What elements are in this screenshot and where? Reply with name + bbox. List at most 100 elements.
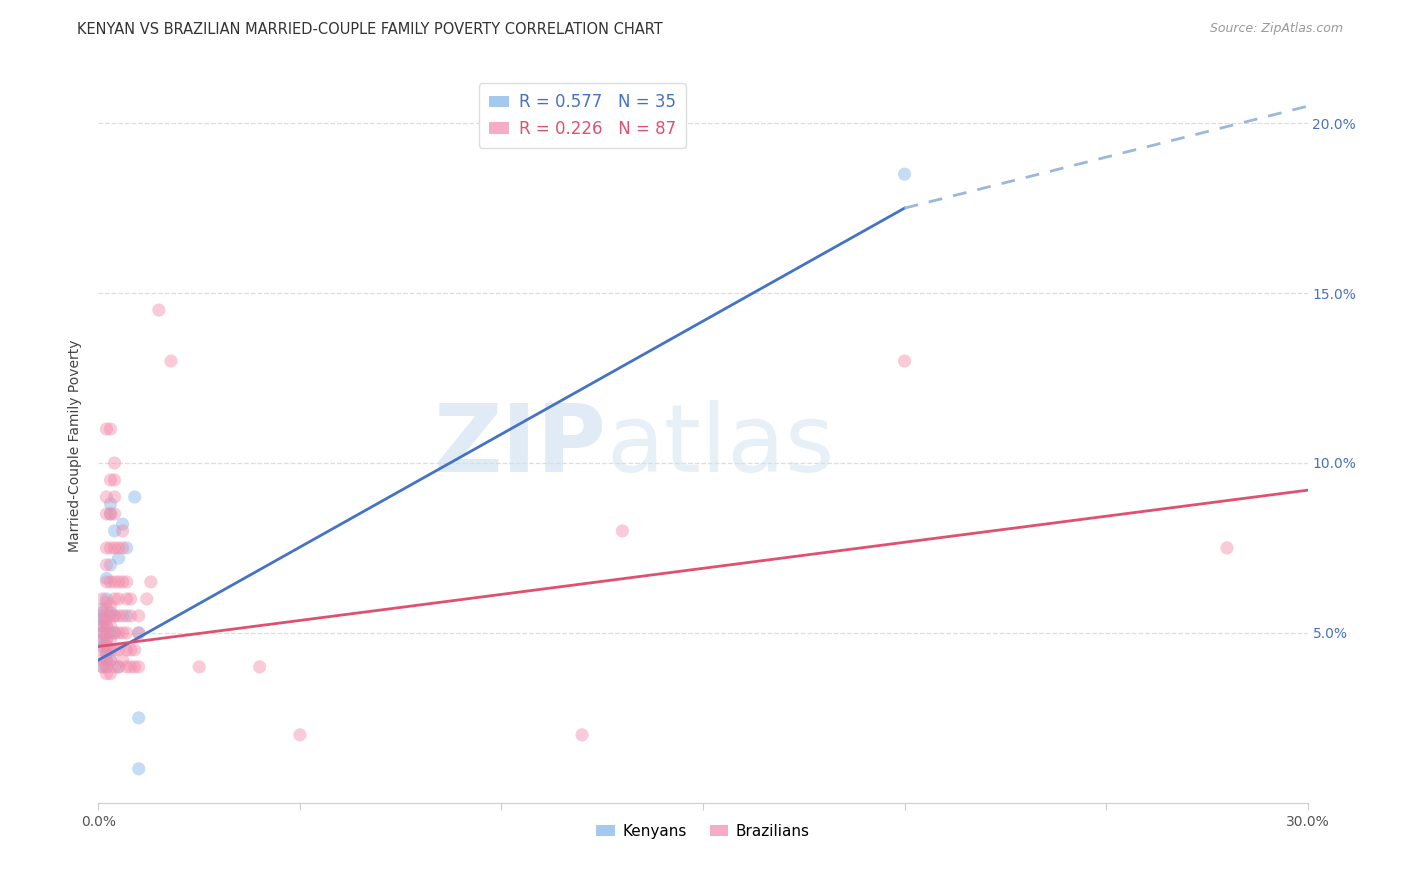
- Point: [96, 574, 118, 589]
- Point: [160, 354, 183, 368]
- Point: [96, 640, 118, 654]
- Point: [96, 646, 118, 660]
- Point: [100, 541, 122, 555]
- Point: [91, 632, 114, 647]
- Point: [103, 456, 125, 470]
- Point: [96, 646, 118, 660]
- Point: [96, 666, 118, 681]
- Point: [96, 558, 118, 572]
- Point: [100, 608, 122, 623]
- Point: [115, 574, 138, 589]
- Point: [96, 660, 118, 674]
- Point: [96, 595, 118, 609]
- Point: [103, 626, 125, 640]
- Point: [128, 711, 150, 725]
- Point: [96, 612, 118, 626]
- Point: [111, 608, 134, 623]
- Point: [96, 660, 118, 674]
- Point: [128, 660, 150, 674]
- Point: [103, 608, 125, 623]
- Point: [135, 591, 157, 606]
- Point: [96, 619, 118, 633]
- Point: [96, 632, 118, 647]
- Point: [100, 643, 122, 657]
- Point: [91, 626, 114, 640]
- Point: [128, 608, 150, 623]
- Point: [288, 728, 311, 742]
- Point: [124, 490, 146, 504]
- Point: [115, 643, 138, 657]
- Point: [120, 660, 142, 674]
- Point: [124, 660, 146, 674]
- Point: [91, 660, 114, 674]
- Point: [103, 608, 125, 623]
- Point: [91, 632, 114, 647]
- Point: [107, 643, 129, 657]
- Text: KENYAN VS BRAZILIAN MARRIED-COUPLE FAMILY POVERTY CORRELATION CHART: KENYAN VS BRAZILIAN MARRIED-COUPLE FAMIL…: [77, 22, 664, 37]
- Point: [91, 626, 114, 640]
- Point: [107, 551, 129, 566]
- Point: [103, 626, 125, 640]
- Point: [100, 558, 122, 572]
- Point: [96, 602, 118, 616]
- Point: [91, 640, 114, 654]
- Point: [96, 422, 118, 436]
- Point: [111, 653, 134, 667]
- Point: [111, 517, 134, 532]
- Legend: Kenyans, Brazilians: Kenyans, Brazilians: [591, 818, 815, 845]
- Point: [100, 619, 122, 633]
- Point: [91, 608, 114, 623]
- Point: [139, 574, 162, 589]
- Point: [100, 507, 122, 521]
- Point: [96, 490, 118, 504]
- Point: [115, 541, 138, 555]
- Point: [103, 507, 125, 521]
- Point: [111, 574, 134, 589]
- Point: [571, 728, 593, 742]
- Point: [188, 660, 211, 674]
- Point: [128, 626, 150, 640]
- Point: [96, 626, 118, 640]
- Point: [107, 541, 129, 555]
- Point: [100, 507, 122, 521]
- Point: [103, 643, 125, 657]
- Point: [91, 619, 114, 633]
- Point: [115, 608, 138, 623]
- Point: [96, 632, 118, 647]
- Point: [91, 612, 114, 626]
- Point: [96, 619, 118, 633]
- Point: [111, 524, 134, 538]
- Point: [100, 653, 122, 667]
- Point: [100, 626, 122, 640]
- Point: [107, 660, 129, 674]
- Point: [115, 591, 138, 606]
- Point: [612, 524, 634, 538]
- Point: [107, 574, 129, 589]
- Point: [100, 666, 122, 681]
- Point: [103, 473, 125, 487]
- Point: [91, 643, 114, 657]
- Point: [148, 303, 170, 318]
- Point: [115, 660, 138, 674]
- Point: [91, 612, 114, 626]
- Point: [893, 167, 915, 181]
- Point: [96, 572, 118, 586]
- Point: [107, 660, 129, 674]
- Point: [128, 626, 150, 640]
- Point: [91, 606, 114, 620]
- Point: [120, 591, 142, 606]
- Point: [91, 660, 114, 674]
- Point: [96, 653, 118, 667]
- Point: [128, 762, 150, 776]
- Point: [249, 660, 271, 674]
- Point: [100, 653, 122, 667]
- Point: [103, 541, 125, 555]
- Point: [1216, 541, 1239, 555]
- Point: [91, 619, 114, 633]
- Point: [100, 422, 122, 436]
- Point: [100, 473, 122, 487]
- Point: [103, 591, 125, 606]
- Point: [103, 524, 125, 538]
- Text: ZIP: ZIP: [433, 400, 606, 492]
- Point: [100, 497, 122, 511]
